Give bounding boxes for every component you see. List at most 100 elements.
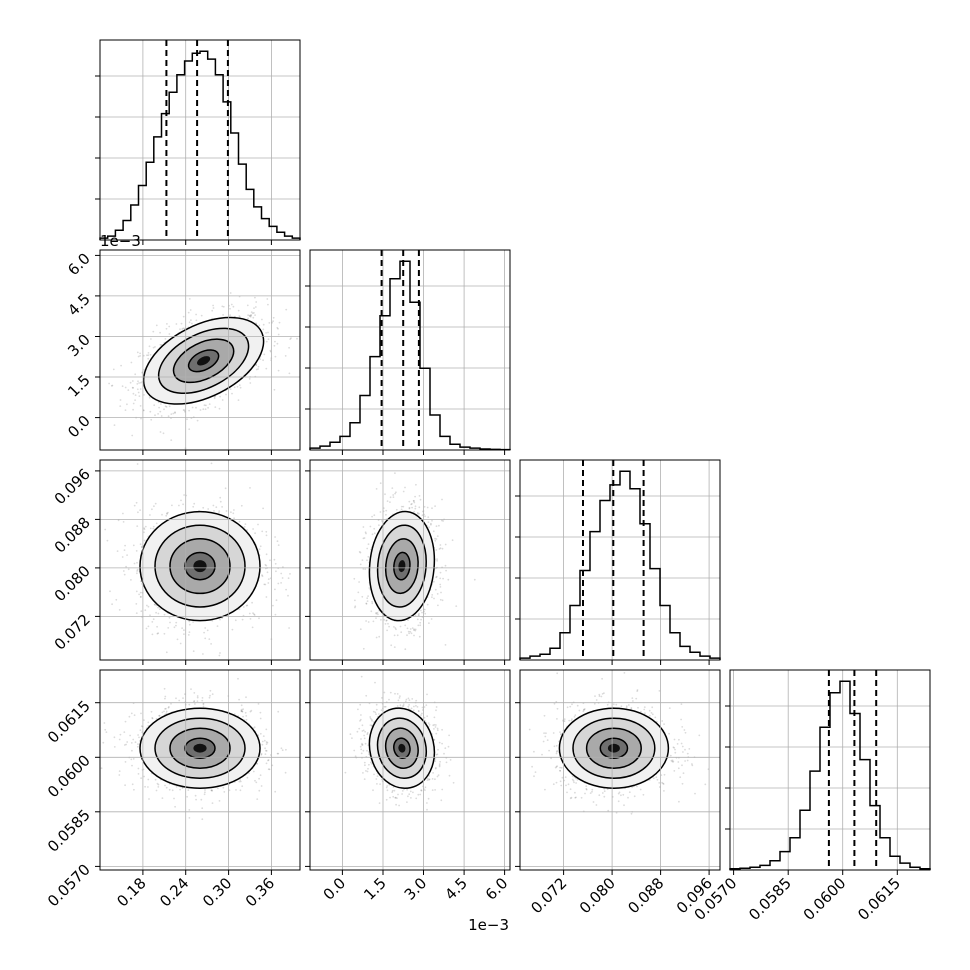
scatter-point: [277, 544, 280, 546]
scatter-point: [354, 599, 356, 602]
scatter-point: [285, 308, 288, 311]
scatter-point: [265, 762, 268, 765]
scatter-point: [127, 568, 130, 571]
scatter-point: [254, 296, 256, 299]
scatter-point: [196, 419, 199, 422]
scatter-point: [110, 385, 113, 387]
scatter-point: [419, 624, 422, 627]
scatter-point: [391, 487, 394, 489]
scatter-point: [188, 631, 191, 634]
scatter-point: [260, 785, 263, 787]
scatter-point: [410, 632, 413, 635]
scatter-point: [261, 530, 264, 533]
scatter-point: [418, 512, 420, 515]
scatter-point: [164, 784, 166, 787]
scatter-point: [191, 406, 194, 409]
scatter-point: [124, 409, 127, 411]
scatter-point: [371, 533, 374, 536]
scatter-point: [288, 346, 290, 349]
scatter-point: [156, 625, 159, 628]
scatter-point: [426, 603, 429, 606]
scatter-point: [245, 604, 248, 607]
scatter-point: [163, 687, 166, 690]
scatter-point: [135, 550, 138, 552]
scatter-point: [147, 354, 150, 357]
scatter-point: [267, 338, 270, 341]
scatter-point: [364, 568, 367, 570]
scatter-point: [242, 606, 245, 608]
scatter-point: [265, 553, 268, 556]
scatter-point: [285, 588, 287, 591]
scatter-point: [254, 532, 256, 535]
scatter-point: [175, 697, 177, 700]
scatter-point: [127, 389, 130, 391]
scatter-point: [439, 544, 442, 546]
scatter-point: [394, 492, 396, 495]
scatter-point: [126, 403, 128, 406]
scatter-point: [257, 523, 259, 526]
scatter-point: [148, 396, 151, 399]
scatter-point: [427, 516, 430, 518]
scatter-point: [194, 794, 197, 797]
scatter-point: [154, 346, 156, 348]
scatter-point: [208, 638, 211, 640]
scatter-point: [237, 677, 239, 680]
scatter-point: [250, 311, 253, 313]
scatter-point: [123, 573, 126, 576]
scatter-point: [139, 509, 142, 511]
scatter-point: [428, 526, 430, 529]
scatter-point: [366, 597, 369, 600]
scatter-point: [231, 392, 233, 395]
scatter-point: [277, 710, 280, 713]
scatter-point: [139, 352, 142, 355]
scatter-point: [167, 511, 169, 514]
scatter-point: [255, 781, 258, 784]
scatter-point: [229, 307, 231, 310]
scatter-point: [362, 568, 365, 570]
scatter-point: [258, 789, 261, 792]
scatter-point: [188, 321, 191, 324]
scatter-point: [388, 625, 390, 628]
scatter-point: [277, 369, 280, 372]
scatter-point: [159, 343, 162, 346]
scatter-point: [254, 314, 256, 316]
scatter-point: [196, 700, 199, 702]
scatter-point: [166, 323, 168, 325]
scatter-point: [165, 514, 168, 517]
scatter-point: [111, 384, 114, 387]
scatter-point: [132, 408, 135, 411]
scatter-point: [219, 618, 221, 621]
scatter-point: [151, 621, 154, 623]
scatter-point: [181, 627, 184, 629]
scatter-point: [262, 323, 265, 326]
scatter-point: [131, 783, 134, 786]
scatter-point: [225, 510, 228, 512]
scatter-point: [280, 572, 283, 575]
scatter-point: [162, 432, 165, 435]
scatter-point: [444, 543, 447, 546]
scatter-point: [275, 570, 277, 573]
scatter-point: [212, 504, 215, 507]
scatter-point: [168, 405, 171, 408]
scatter-point: [265, 728, 268, 731]
scatter-point: [149, 527, 152, 530]
scatter-point: [169, 621, 171, 624]
scatter-point: [267, 578, 270, 580]
scatter-point: [149, 514, 151, 516]
scatter-point: [170, 439, 173, 441]
scatter-point: [368, 587, 371, 589]
scatter-point: [175, 624, 177, 627]
scatter-point: [125, 565, 127, 568]
scatter-point: [150, 338, 152, 340]
scatter-point: [363, 537, 366, 539]
scatter-point: [115, 598, 118, 601]
scatter-point: [249, 382, 252, 384]
scatter-point: [211, 309, 214, 312]
scatter-point: [203, 404, 206, 407]
scatter-point: [139, 543, 142, 546]
scatter-point: [165, 786, 168, 789]
scatter-point: [149, 353, 152, 356]
scatter-point: [261, 318, 263, 321]
scatter-point: [234, 619, 237, 622]
scatter-point: [451, 539, 454, 542]
